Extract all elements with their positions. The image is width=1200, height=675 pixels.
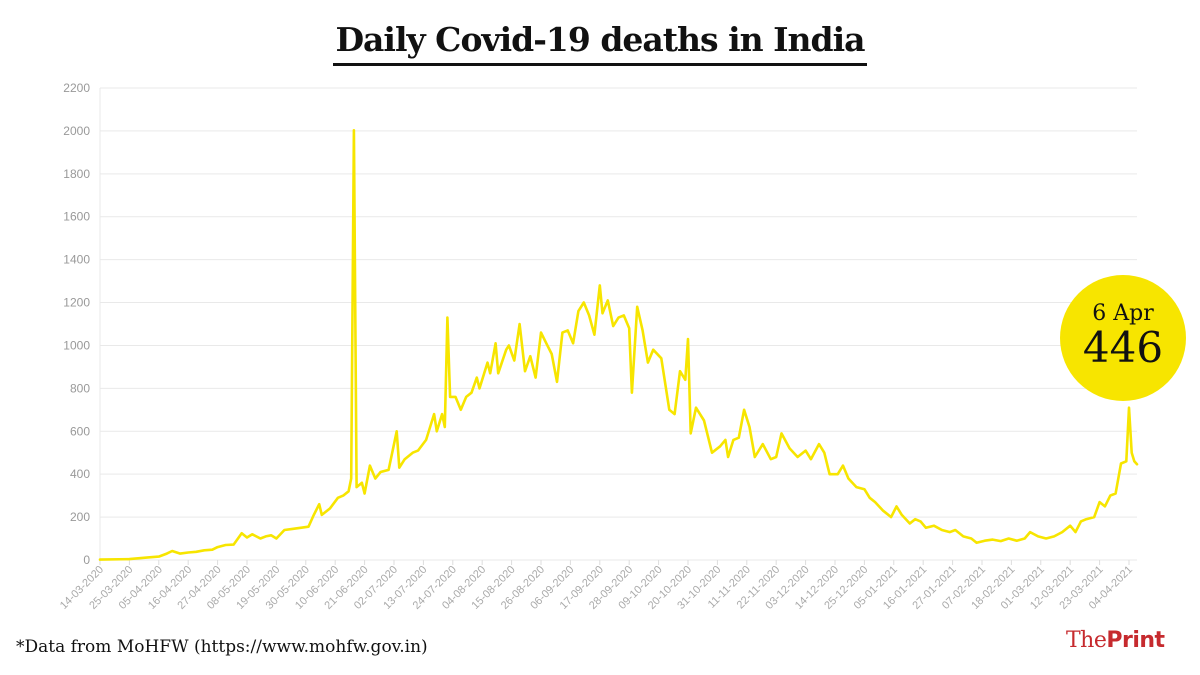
series-group [98,129,1139,561]
x-axis-ticks: 14-03-202025-03-202005-04-202016-04-2020… [58,564,1135,612]
y-tick-label: 2200 [63,81,90,95]
y-tick-label: 1200 [63,296,90,310]
y-tick-label: 2000 [63,124,90,138]
brand-print: Print [1106,628,1165,653]
y-tick-label: 1000 [63,338,90,352]
callout-value: 446 [1082,323,1164,372]
y-tick-label: 1800 [63,167,90,181]
callout-date: 6 Apr [1092,301,1154,326]
chart-title: Daily Covid-19 deaths in India [333,20,867,66]
y-axis-ticks: 0 200 400 600 800 1000 1200 1400 1600 1800 2000 220… [63,81,90,567]
gridlines [99,87,1137,565]
y-tick-label: 200 [70,510,90,524]
y-tick-label: 400 [70,467,90,481]
y-tick-label: 0 [83,553,90,567]
y-tick-label: 1600 [63,210,90,224]
brand-the: The [1066,628,1107,653]
latest-value-callout: 6 Apr 446 [1060,275,1186,401]
y-tick-label: 600 [70,424,90,438]
y-tick-label: 800 [70,381,90,395]
y-tick-label: 1400 [63,253,90,267]
source-note: *Data from MoHFW (https://www.mohfw.gov.… [16,637,428,657]
series-line-deaths [98,129,1139,561]
chart-title-wrap: Daily Covid-19 deaths in India [0,20,1200,66]
brand-logo: ThePrint [1066,628,1165,653]
